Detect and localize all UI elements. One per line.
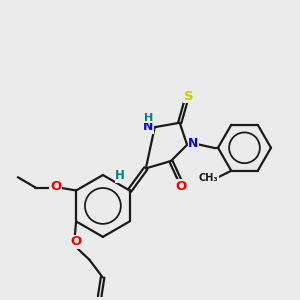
Text: S: S [184, 90, 194, 103]
Text: N: N [188, 137, 199, 150]
Text: O: O [176, 180, 187, 193]
Text: O: O [70, 235, 81, 248]
Text: H: H [115, 169, 125, 182]
Text: O: O [50, 180, 61, 193]
Text: CH₃: CH₃ [199, 173, 218, 183]
Text: N: N [143, 120, 153, 133]
Text: H: H [144, 113, 153, 123]
